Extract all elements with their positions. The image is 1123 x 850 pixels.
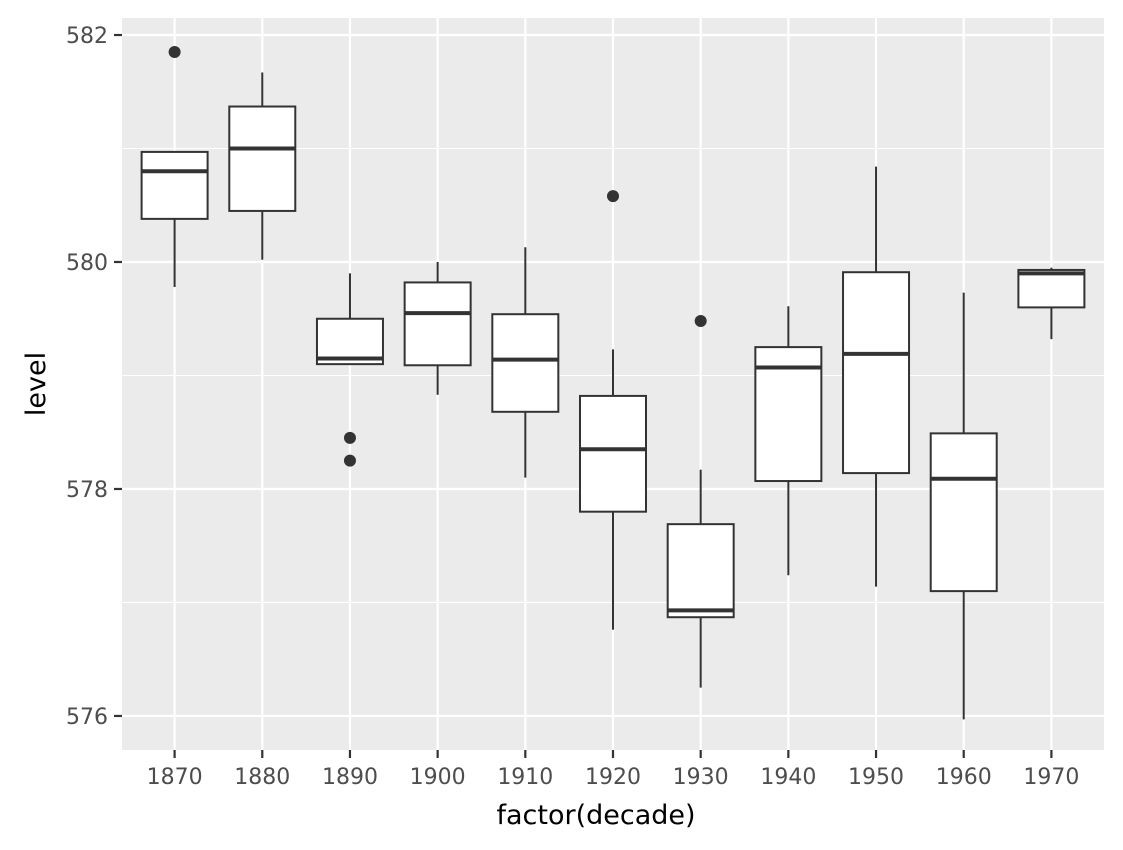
box-iqr <box>579 394 647 513</box>
x-tick-label: 1940 <box>760 765 816 790</box>
x-tick-label: 1900 <box>410 765 466 790</box>
box-1950 <box>842 166 911 587</box>
y-axis: 576 578 580 582 <box>66 24 122 730</box>
y-axis-title: level <box>21 352 52 416</box>
y-tick-label: 580 <box>66 251 108 276</box>
x-axis: 1870 1880 1890 1900 1910 1920 1930 1940 1950 1960… <box>147 750 1079 790</box>
y-tick-label: 582 <box>66 24 108 49</box>
box-1890 <box>315 273 384 467</box>
box-iqr <box>929 432 998 593</box>
box-1900 <box>403 262 472 395</box>
box-1870 <box>140 46 209 287</box>
box-1880 <box>228 72 297 260</box>
x-axis-title: factor(decade) <box>496 800 695 831</box>
box-iqr <box>140 150 209 220</box>
x-tick-label: 1930 <box>673 765 729 790</box>
box-1920 <box>579 190 647 630</box>
x-tick-label: 1920 <box>585 765 641 790</box>
outlier-point <box>168 46 181 59</box>
x-tick-label: 1910 <box>497 765 553 790</box>
x-tick-label: 1960 <box>936 765 992 790</box>
x-tick-label: 1970 <box>1023 765 1079 790</box>
y-tick-label: 578 <box>66 478 108 503</box>
box-1940 <box>754 306 823 576</box>
box-1930 <box>666 315 735 688</box>
x-tick-label: 1890 <box>322 765 378 790</box>
box-iqr <box>666 523 735 619</box>
outlier-point <box>343 431 356 444</box>
y-tick-label: 576 <box>66 705 108 730</box>
outlier-point <box>694 315 707 328</box>
x-tick-label: 1950 <box>848 765 904 790</box>
box-iqr <box>403 281 472 367</box>
box-iqr <box>228 105 297 212</box>
box-1970 <box>1017 267 1086 340</box>
box-iqr <box>491 313 560 413</box>
boxes <box>140 46 1086 720</box>
box-1910 <box>491 247 560 478</box>
x-tick-label: 1880 <box>234 765 290 790</box>
box-iqr <box>842 271 911 475</box>
box-iqr <box>1017 268 1086 309</box>
outlier-point <box>607 190 619 203</box>
box-1960 <box>929 292 998 720</box>
x-tick-label: 1870 <box>147 765 203 790</box>
outlier-point <box>343 454 356 467</box>
